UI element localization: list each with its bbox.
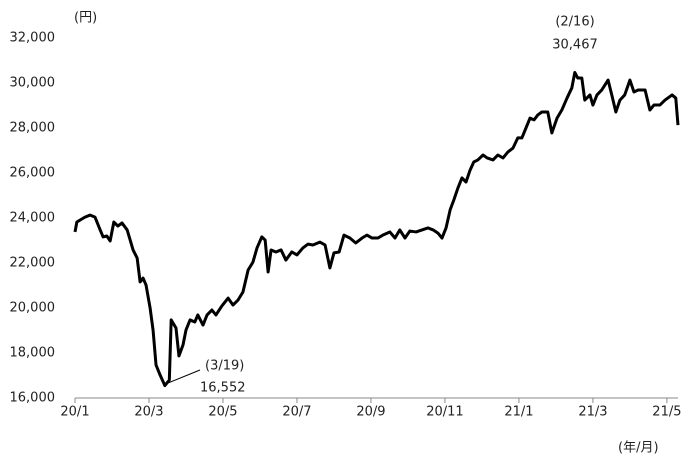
- annotation-value: 16,552: [200, 381, 246, 396]
- annotation-value: 30,467: [552, 38, 598, 53]
- annotation-leader: [167, 369, 201, 384]
- y-tick-label: 30,000: [10, 76, 56, 91]
- x-tick-label: 21/3: [578, 405, 607, 420]
- y-tick-label: 24,000: [10, 211, 56, 226]
- y-tick-label: 26,000: [10, 166, 56, 181]
- y-tick-label: 20,000: [10, 301, 56, 316]
- y-tick-label: 18,000: [10, 346, 56, 361]
- x-tick-label: 20/5: [208, 405, 237, 420]
- x-tick-label: 21/5: [652, 405, 681, 420]
- x-tick-label: 20/3: [134, 405, 163, 420]
- y-unit: (円): [74, 11, 97, 26]
- y-tick-label: 22,000: [10, 256, 56, 271]
- y-tick-label: 16,000: [10, 391, 56, 406]
- annotation-date: (2/16): [555, 15, 594, 30]
- x-tick-label: 20/11: [426, 405, 463, 420]
- price-line: [73, 70, 680, 388]
- x-unit: (年/月): [618, 441, 659, 456]
- x-tick-label: 20/9: [356, 405, 385, 420]
- annotation-date: (3/19): [205, 359, 244, 374]
- y-tick-label: 32,000: [10, 31, 56, 46]
- y-tick-label: 28,000: [10, 121, 56, 136]
- x-tick-label: 21/1: [504, 405, 533, 420]
- x-tick-label: 20/1: [60, 405, 89, 420]
- x-tick-label: 20/7: [282, 405, 311, 420]
